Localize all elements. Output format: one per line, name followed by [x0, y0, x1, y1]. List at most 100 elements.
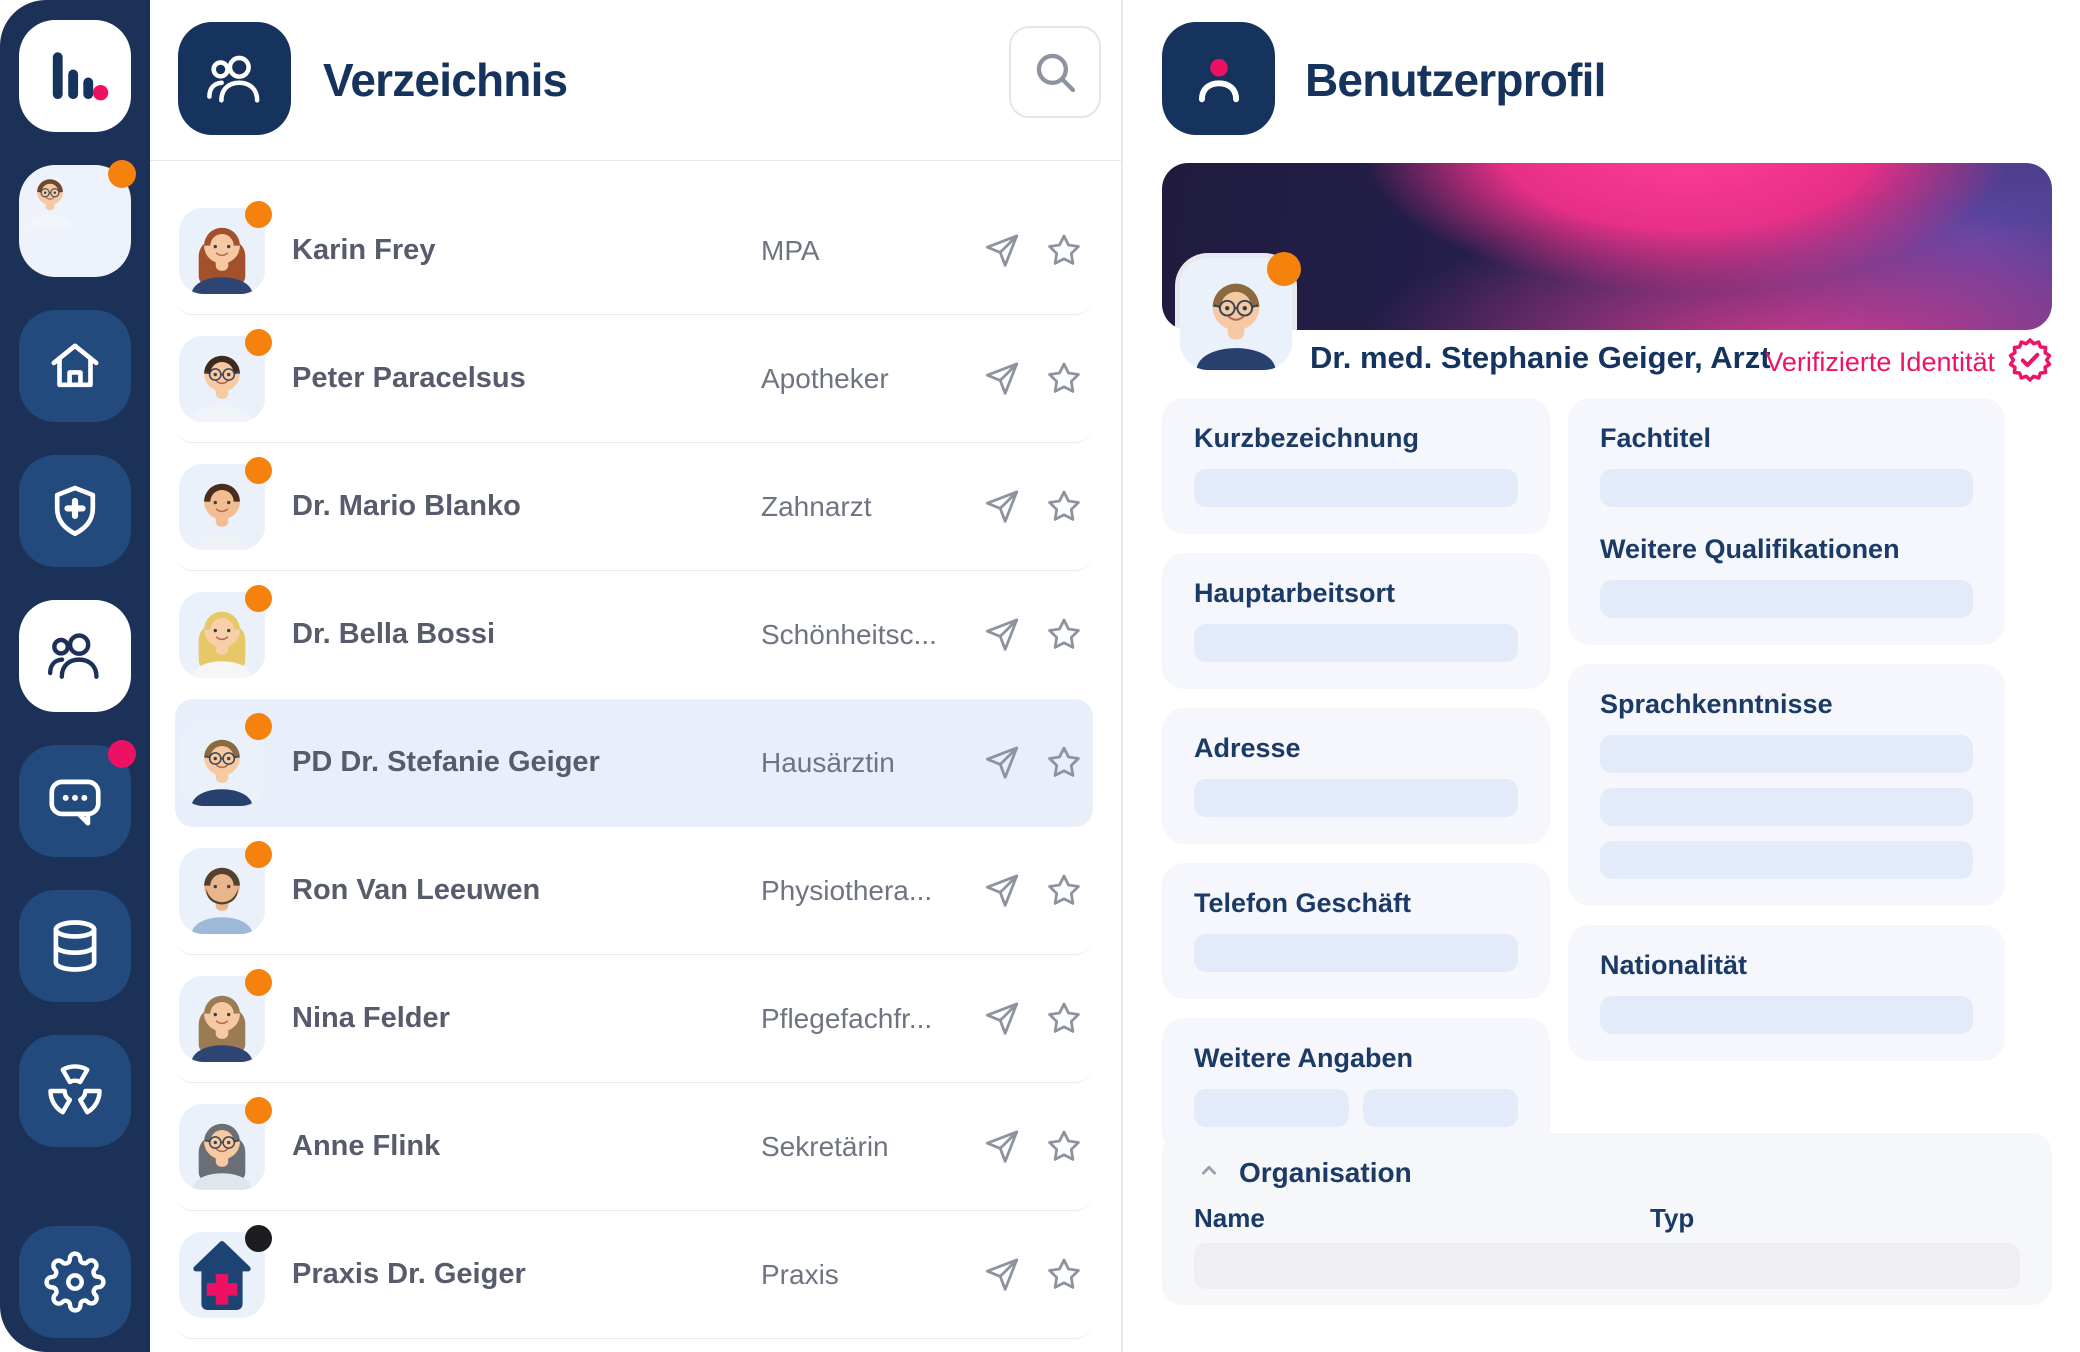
star-icon[interactable]: [1041, 740, 1087, 786]
empty-field-placeholder: [1600, 788, 1973, 826]
profile-avatar: [1180, 252, 1301, 370]
star-icon[interactable]: [1041, 228, 1087, 274]
empty-field-placeholder: [1194, 779, 1518, 817]
contact-role: MPA: [761, 234, 820, 266]
empty-field-placeholder: [1194, 469, 1518, 507]
contact-avatar: [179, 840, 272, 934]
send-icon[interactable]: [979, 1252, 1025, 1298]
verified-identity-label: Verifizierte Identität: [1765, 347, 1995, 377]
organisation-column-typ: Typ: [1650, 1203, 1695, 1233]
sidebar-item-messages[interactable]: [19, 740, 136, 857]
contact-row[interactable]: Karin Frey MPA: [175, 187, 1093, 315]
field-label: Weitere Angaben: [1194, 1043, 1414, 1073]
star-icon[interactable]: [1041, 484, 1087, 530]
contact-avatar: [179, 456, 272, 550]
contact-name: PD Dr. Stefanie Geiger: [292, 746, 600, 778]
chevron-up-icon[interactable]: [1194, 1155, 1224, 1190]
sidebar-item-insurance[interactable]: [19, 455, 131, 567]
sidebar-item-radiology[interactable]: [19, 1035, 131, 1147]
contact-row[interactable]: Dr. Mario Blanko Zahnarzt: [175, 443, 1093, 571]
send-icon[interactable]: [979, 996, 1025, 1042]
fields-column-left: Kurzbezeichnung Hauptarbeitsort Adresse Tel…: [1162, 398, 1550, 1173]
send-icon[interactable]: [979, 356, 1025, 402]
star-icon[interactable]: [1041, 868, 1087, 914]
star-icon[interactable]: [1041, 996, 1087, 1042]
send-icon[interactable]: [979, 1124, 1025, 1170]
contact-name: Karin Frey: [292, 234, 436, 266]
star-icon[interactable]: [1041, 612, 1087, 658]
empty-field-placeholder: [1194, 1089, 1349, 1127]
profile-field-card: Sprachkenntnisse: [1568, 664, 2005, 906]
send-icon[interactable]: [979, 868, 1025, 914]
sidebar: [0, 0, 150, 1352]
profile-field-card: Adresse: [1162, 708, 1550, 844]
radiation-icon: [44, 1060, 106, 1122]
seal-check-icon: [2008, 338, 2052, 387]
status-dot: [245, 1224, 272, 1252]
field-label: Nationalität: [1600, 950, 1748, 980]
sidebar-item-database[interactable]: [19, 890, 131, 1002]
contact-row[interactable]: PD Dr. Stefanie Geiger Hausärztin: [175, 699, 1093, 827]
users-icon: [44, 625, 106, 687]
contact-avatar: [179, 968, 272, 1062]
app-logo[interactable]: [19, 20, 131, 132]
sidebar-item-home[interactable]: [19, 310, 131, 422]
field-label: Kurzbezeichnung: [1194, 423, 1420, 453]
contact-role: Sekretärin: [761, 1130, 889, 1162]
search-button[interactable]: [1009, 26, 1101, 118]
empty-field-placeholder: [1194, 934, 1518, 972]
organisation-title: Organisation: [1239, 1156, 1412, 1188]
send-icon[interactable]: [979, 484, 1025, 530]
database-icon: [44, 915, 106, 977]
organisation-column-name: Name: [1194, 1203, 1265, 1233]
star-icon[interactable]: [1041, 356, 1087, 402]
empty-field-placeholder: [1600, 469, 1973, 507]
contact-name: Dr. Bella Bossi: [292, 618, 496, 650]
contact-row[interactable]: Dr. Bella Bossi Schönheitsc...: [175, 571, 1093, 699]
sidebar-item-settings[interactable]: [19, 1226, 131, 1338]
fields-column-right: Fachtitel Weitere Qualifikationen Sprachke…: [1568, 398, 2005, 1080]
sidebar-item-directory[interactable]: [19, 600, 131, 712]
contact-role: Zahnarzt: [761, 490, 872, 522]
empty-field-placeholder: [1600, 841, 1973, 879]
field-label: Sprachkenntnisse: [1600, 689, 1833, 719]
field-label: Hauptarbeitsort: [1194, 578, 1396, 608]
sidebar-item-profile-avatar[interactable]: [19, 160, 136, 277]
directory-title: Verzeichnis: [323, 54, 568, 106]
profile-panel: Benutzerprofil Dr. med. Stephanie Geiger…: [1123, 0, 2080, 1352]
gear-icon: [44, 1251, 106, 1313]
contact-name: Ron Van Leeuwen: [292, 874, 541, 906]
organisation-rows: [1194, 1243, 2020, 1289]
home-icon: [44, 335, 106, 397]
contact-row[interactable]: Praxis Dr. Geiger Praxis: [175, 1211, 1093, 1339]
status-dot: [1267, 252, 1301, 286]
contact-name: Praxis Dr. Geiger: [292, 1258, 526, 1290]
status-dot: [245, 200, 272, 228]
users-icon: [178, 22, 291, 135]
send-icon[interactable]: [979, 740, 1025, 786]
profile-title: Benutzerprofil: [1305, 54, 1606, 106]
directory-header: Verzeichnis: [150, 0, 1121, 161]
field-label: Telefon Geschäft: [1194, 888, 1412, 918]
person-icon: [1162, 22, 1275, 135]
contact-row[interactable]: Anne Flink Sekretärin: [175, 1083, 1093, 1211]
star-icon[interactable]: [1041, 1124, 1087, 1170]
contact-avatar: [179, 328, 272, 422]
star-icon[interactable]: [1041, 1252, 1087, 1298]
contact-list: Karin Frey MPA Peter Paracelsus Apotheker Dr…: [150, 161, 1121, 1339]
send-icon[interactable]: [979, 612, 1025, 658]
contact-role: Apotheker: [761, 362, 889, 394]
profile-field-card: Hauptarbeitsort: [1162, 553, 1550, 689]
send-icon[interactable]: [979, 228, 1025, 274]
empty-field-placeholder: [1363, 1089, 1518, 1127]
contact-name: Dr. Mario Blanko: [292, 490, 521, 522]
empty-field-placeholder: [1600, 996, 1973, 1034]
contact-row[interactable]: Peter Paracelsus Apotheker: [175, 315, 1093, 443]
shield-plus-icon: [44, 480, 106, 542]
field-label: Weitere Qualifikationen: [1600, 534, 1900, 564]
contact-row[interactable]: Ron Van Leeuwen Physiothera...: [175, 827, 1093, 955]
notification-dot: [108, 160, 136, 188]
chat-icon: [44, 770, 106, 832]
contact-row[interactable]: Nina Felder Pflegefachfr...: [175, 955, 1093, 1083]
contact-avatar: [179, 1224, 272, 1318]
